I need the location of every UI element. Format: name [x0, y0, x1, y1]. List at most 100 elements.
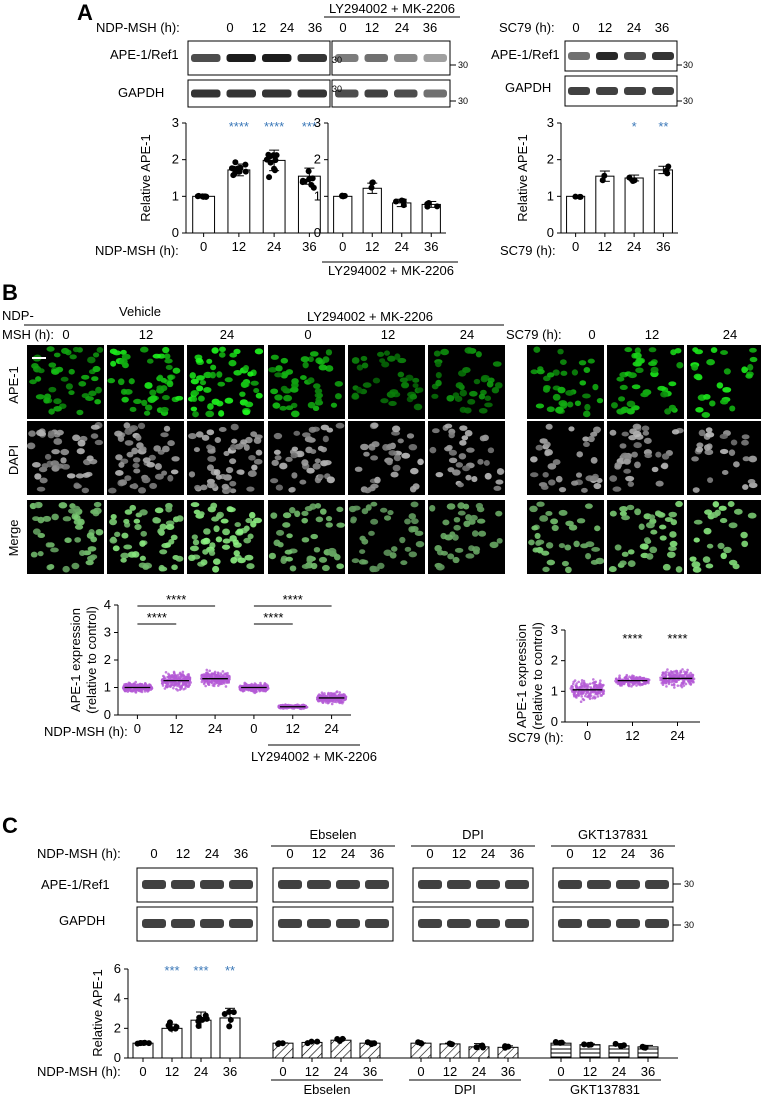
nucleus	[722, 386, 732, 393]
nucleus	[93, 507, 102, 515]
data-point	[138, 682, 142, 686]
nucleus	[192, 411, 199, 418]
nucleus	[675, 566, 683, 573]
nucleus	[313, 383, 321, 389]
nucleus	[176, 515, 184, 522]
nucleus	[306, 467, 315, 474]
data-point	[221, 670, 225, 673]
nucleus	[89, 554, 98, 560]
x-tick-label: 0	[200, 239, 207, 254]
data-point	[665, 685, 668, 688]
nucleus	[280, 557, 287, 564]
nucleus	[240, 381, 249, 389]
data-point	[368, 184, 375, 191]
nucleus	[69, 354, 77, 360]
data-point	[227, 1016, 234, 1023]
nucleus	[706, 543, 714, 549]
nucleus	[90, 536, 98, 543]
nucleus	[370, 455, 379, 461]
nucleus	[372, 377, 381, 384]
nucleus	[220, 518, 229, 524]
data-point	[578, 687, 582, 690]
nucleus	[301, 432, 311, 438]
y-tick-label: 2	[172, 152, 179, 167]
nucleus	[274, 455, 282, 461]
nucleus	[585, 541, 595, 548]
blot-band	[423, 89, 447, 98]
nucleus	[720, 350, 729, 356]
nucleus	[121, 532, 129, 539]
nucleus	[350, 516, 357, 523]
y-tick-label: 1	[551, 683, 558, 698]
data-point	[122, 687, 125, 690]
nucleus	[452, 534, 459, 541]
nucleus	[289, 486, 296, 493]
data-point	[686, 668, 689, 672]
data-point	[582, 681, 586, 685]
nucleus	[140, 346, 149, 353]
nucleus	[310, 533, 319, 540]
nucleus	[386, 459, 393, 466]
data-point	[679, 674, 682, 677]
nucleus	[561, 560, 569, 567]
micrograph	[687, 500, 761, 574]
data-point	[223, 679, 227, 682]
nucleus	[123, 422, 131, 429]
nucleus	[218, 426, 227, 433]
nucleus	[34, 473, 42, 480]
nucleus	[452, 556, 460, 564]
nucleus	[464, 347, 474, 354]
y-tick-label: 3	[551, 622, 558, 637]
data-point	[266, 174, 273, 181]
y-tick-label: 0	[547, 225, 554, 240]
nucleus	[590, 456, 598, 464]
data-point	[223, 672, 226, 676]
nucleus	[627, 560, 636, 567]
nucleus	[472, 546, 481, 553]
nucleus	[356, 364, 364, 371]
nucleus	[321, 564, 330, 572]
nucleus	[486, 380, 494, 388]
nucleus	[215, 474, 222, 480]
data-point	[321, 701, 325, 704]
nucleus	[335, 422, 345, 429]
nucleus	[536, 501, 545, 507]
data-point	[682, 684, 686, 687]
data-point	[634, 676, 638, 679]
nucleus	[383, 350, 391, 356]
data-point	[253, 691, 257, 695]
nucleus	[444, 534, 453, 541]
data-point	[213, 672, 216, 676]
significance-label: **	[658, 119, 668, 134]
nucleus	[275, 484, 283, 491]
data-point	[600, 686, 603, 690]
nucleus	[365, 504, 372, 511]
data-point	[226, 1023, 233, 1030]
nucleus	[693, 519, 703, 525]
nucleus	[314, 458, 321, 464]
nucleus	[691, 561, 701, 569]
data-point	[130, 690, 134, 693]
nucleus	[574, 400, 582, 407]
nucleus	[447, 553, 455, 560]
nucleus	[640, 392, 649, 398]
nucleus	[131, 447, 139, 455]
x-tick-label: 24	[395, 239, 409, 254]
data-point	[594, 683, 598, 687]
nucleus	[290, 452, 298, 459]
nucleus	[621, 515, 630, 521]
nucleus	[469, 390, 478, 397]
x-tick-label: 0	[250, 721, 257, 736]
nucleus	[255, 392, 263, 399]
nucleus	[623, 468, 632, 474]
x-tick-label: 12	[625, 728, 639, 743]
y-tick-label: 2	[551, 653, 558, 668]
nucleus	[96, 346, 104, 353]
data-point	[640, 1044, 647, 1051]
mw-marker: 30	[684, 879, 694, 889]
x-tick-label: 36	[641, 1064, 655, 1079]
nucleus	[224, 397, 234, 404]
nucleus	[406, 433, 415, 439]
nucleus	[326, 427, 334, 433]
blot-row-label: GAPDH	[118, 85, 164, 100]
